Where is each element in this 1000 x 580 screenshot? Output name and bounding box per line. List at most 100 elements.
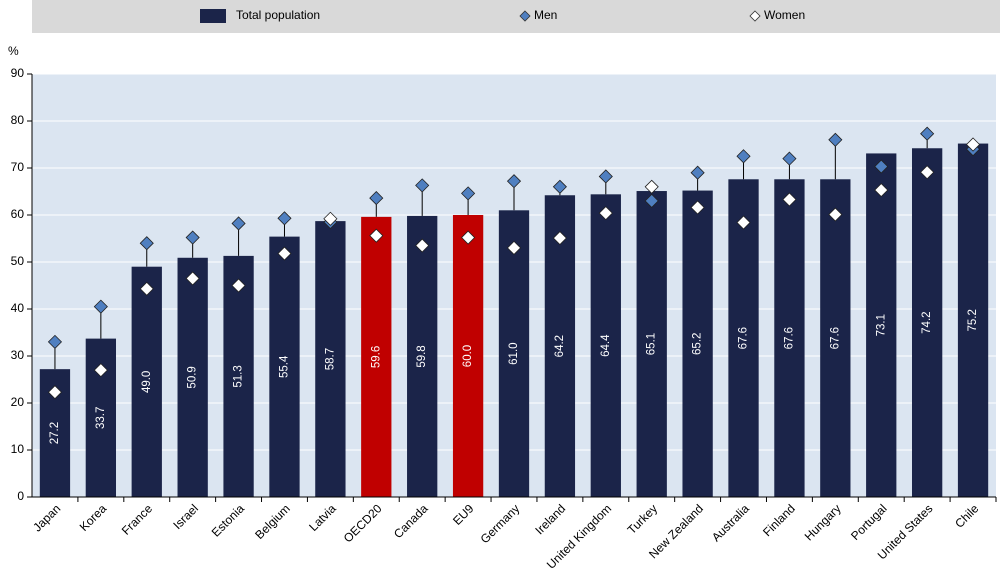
- x-tick-label: Hungary: [802, 501, 844, 543]
- legend-label: Total population: [236, 8, 320, 22]
- bar: [498, 210, 530, 498]
- x-tick-label: Latvia: [306, 501, 339, 534]
- y-tick-label: 80: [11, 113, 25, 127]
- bar: [223, 255, 254, 497]
- women-marker: [506, 240, 522, 255]
- legend-label: Men: [534, 8, 557, 22]
- x-tick-label: Chile: [952, 501, 981, 530]
- bar: [452, 215, 484, 497]
- x-tick-label: Israel: [170, 501, 201, 532]
- bar: [820, 179, 851, 497]
- bar: [911, 148, 943, 497]
- men-marker: [461, 186, 476, 201]
- bar: [774, 179, 805, 497]
- value-label: 55.4: [279, 355, 291, 378]
- women-marker: [828, 207, 843, 222]
- bar: [361, 216, 392, 497]
- value-label: 67.6: [783, 327, 795, 349]
- men-marker: [231, 216, 246, 231]
- bar: [728, 179, 759, 497]
- women-marker: [461, 230, 476, 245]
- women-marker: [277, 246, 292, 261]
- x-tick-label: Belgium: [252, 501, 293, 542]
- y-tick-label: 90: [11, 66, 25, 80]
- x-tick-label: Turkey: [625, 501, 661, 537]
- value-label: 51.3: [233, 365, 245, 387]
- men-marker: [690, 165, 705, 180]
- y-tick-label: 10: [11, 442, 25, 456]
- value-label: 64.2: [554, 335, 566, 357]
- men-marker: [415, 178, 430, 193]
- women-marker: [874, 183, 889, 198]
- x-tick-label: Portugal: [848, 501, 890, 543]
- value-label: 33.7: [95, 407, 107, 429]
- value-label: 59.6: [370, 346, 382, 368]
- bar: [544, 195, 576, 497]
- women-marker: [185, 271, 200, 286]
- value-label: 75.2: [967, 309, 979, 331]
- men-marker: [920, 126, 935, 141]
- value-label: 67.6: [738, 327, 750, 349]
- y-axis-label: %: [8, 44, 19, 58]
- bar: [177, 257, 208, 497]
- y-tick-label: 30: [11, 348, 25, 362]
- y-tick-label: 50: [11, 254, 25, 268]
- bar: [636, 191, 667, 497]
- x-tick-label: EU9: [450, 501, 477, 528]
- value-label: 74.2: [921, 311, 933, 333]
- value-label: 73.1: [875, 314, 887, 336]
- women-marker: [93, 363, 108, 378]
- men-marker: [782, 151, 797, 166]
- legend-label: Women: [764, 8, 805, 22]
- men-marker: [369, 191, 384, 206]
- value-label: 60.0: [462, 345, 474, 367]
- legend-swatch: [200, 9, 226, 23]
- men-marker: [736, 149, 751, 164]
- women-marker: [139, 281, 154, 296]
- value-label: 61.0: [508, 342, 520, 364]
- women-marker: [415, 238, 430, 253]
- legend-swatch: [519, 10, 531, 22]
- women-marker: [47, 385, 63, 400]
- legend-background: [32, 0, 1000, 33]
- value-label: 58.7: [324, 348, 336, 370]
- women-marker: [920, 165, 935, 180]
- x-tick-label: Ireland: [532, 501, 568, 537]
- women-marker: [231, 278, 246, 293]
- bar: [957, 143, 989, 497]
- y-tick-label: 70: [11, 160, 25, 174]
- men-marker: [874, 159, 889, 174]
- men-marker: [828, 132, 843, 147]
- y-tick-label: 0: [17, 489, 24, 503]
- value-label: 65.2: [692, 333, 704, 355]
- y-tick-label: 20: [11, 395, 25, 409]
- women-marker: [736, 215, 751, 230]
- men-marker: [47, 334, 63, 349]
- men-marker: [277, 211, 292, 226]
- value-label: 65.1: [646, 333, 658, 355]
- bar: [315, 221, 346, 498]
- women-marker: [782, 192, 797, 207]
- x-tick-label: Japan: [30, 501, 63, 534]
- men-marker: [644, 193, 659, 208]
- x-tick-label: Canada: [391, 501, 431, 541]
- women-marker: [552, 230, 567, 246]
- men-marker: [598, 169, 613, 184]
- men-marker: [552, 179, 567, 194]
- women-marker: [644, 179, 659, 194]
- bar: [682, 190, 713, 497]
- men-marker: [139, 236, 154, 251]
- women-marker: [369, 228, 384, 243]
- legend-swatch: [749, 10, 761, 22]
- value-label: 59.8: [416, 345, 428, 367]
- men-marker: [506, 174, 522, 189]
- value-label: 50.9: [187, 366, 199, 388]
- x-tick-label: Finland: [760, 501, 798, 539]
- bar: [866, 153, 897, 497]
- bar: [269, 236, 300, 497]
- women-marker: [965, 137, 981, 152]
- women-marker: [598, 206, 613, 221]
- y-tick-label: 40: [11, 301, 25, 315]
